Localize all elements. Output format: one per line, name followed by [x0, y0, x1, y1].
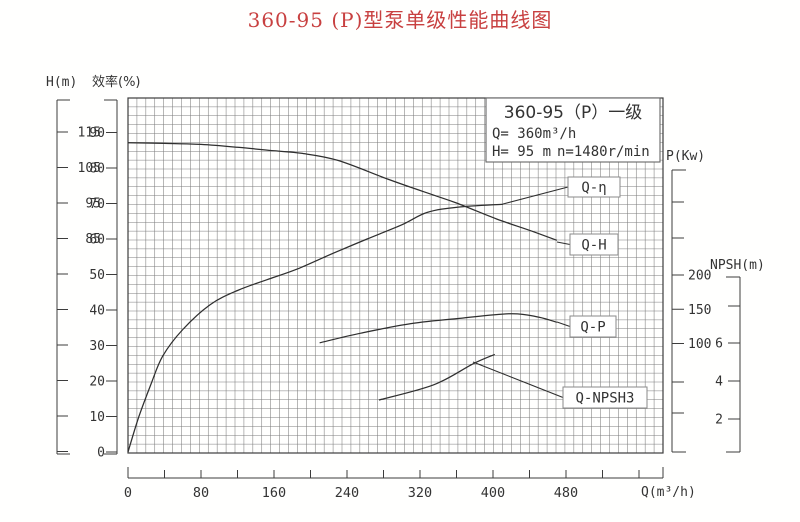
- leader-line: [502, 186, 569, 205]
- curve-label-q-: Q-η: [502, 176, 621, 205]
- label-box: [567, 176, 621, 198]
- p-tick-label: 100: [688, 337, 711, 352]
- curve-label-q-h: Q-H: [556, 233, 619, 256]
- legend-head: H= 95 m: [492, 144, 551, 160]
- x-tick-label: 240: [335, 485, 359, 501]
- p-axis-title: P(Kw): [666, 149, 705, 164]
- curve-label-q-npsh3: Q-NPSH3: [472, 361, 648, 409]
- eta-tick-label: 20: [89, 375, 105, 390]
- chart-title: 360-95 (P)型泵单级性能曲线图: [247, 8, 553, 32]
- label-text: Q-H: [581, 238, 606, 254]
- curve-q-h: [127, 142, 558, 241]
- eta-tick-label: 50: [89, 268, 105, 283]
- eta-axis-ruler: 90 80 70 60 50 40 30 20 10 0: [89, 99, 118, 461]
- leader-line: [556, 241, 571, 246]
- x-tick-label: 160: [262, 485, 286, 501]
- legend-speed: n=1480r/min: [557, 144, 650, 160]
- x-tick-label: 320: [408, 485, 432, 501]
- curve-q-: [127, 203, 504, 453]
- eta-tick-label: 10: [89, 410, 105, 425]
- eta-tick-label: 30: [89, 339, 105, 354]
- curve-q-p: [319, 313, 558, 344]
- h-tick-label: 105: [78, 161, 101, 176]
- p-tick-label: 200: [688, 269, 711, 284]
- npsh-tick-label: 4: [715, 375, 723, 390]
- h-tick-label: 115: [78, 126, 101, 141]
- legend-title: 360-95（P）一级: [504, 103, 642, 123]
- label-box: [569, 233, 619, 256]
- legend-box: 360-95（P）一级 Q= 360m³/h H= 95 m n=1480r/min: [485, 97, 661, 163]
- curve-label-q-p: Q-P: [556, 315, 617, 338]
- x-tick-label: 400: [481, 485, 505, 501]
- x-tick-label: 80: [193, 485, 209, 501]
- npsh-axis-title: NPSH(m): [710, 258, 765, 273]
- eta-tick-label: 80: [89, 162, 105, 177]
- label-box: [562, 386, 648, 409]
- eta-tick-label: 60: [89, 233, 105, 248]
- legend-flow: Q= 360m³/h: [492, 126, 576, 142]
- label-text: Q-NPSH3: [575, 391, 634, 407]
- h-tick-label: 85: [85, 232, 101, 247]
- eta-tick-label: 70: [89, 197, 105, 212]
- eta-tick-label: 40: [89, 304, 105, 319]
- p-tick-label: 150: [688, 303, 711, 318]
- h-tick-label: 95: [85, 197, 101, 212]
- x-axis-title: Q(m³/h): [641, 485, 696, 500]
- x-tick-label: 0: [124, 485, 132, 501]
- h-axis-ruler: 115 105 95 85: [56, 99, 101, 455]
- label-text: Q-η: [581, 180, 606, 196]
- h-axis-title: H(m): [46, 75, 77, 90]
- npsh-tick-label: 2: [715, 413, 723, 428]
- label-box: [569, 315, 617, 338]
- eta-tick-label: 0: [97, 446, 105, 461]
- label-text: Q-P: [580, 320, 605, 336]
- leader-line: [556, 321, 571, 328]
- leader-line: [472, 361, 564, 399]
- curve-q-npsh3: [378, 353, 496, 401]
- eta-tick-label: 90: [89, 126, 105, 141]
- x-tick-label: 480: [554, 485, 578, 501]
- npsh-axis-ruler: 6 4 2: [715, 276, 741, 453]
- plot-border: [127, 97, 664, 454]
- p-axis-ruler: 200 150 100: [671, 169, 711, 453]
- eta-axis-title: 效率(%): [92, 74, 141, 90]
- x-axis-ruler: 0 80 160 240 320 400 480: [124, 467, 664, 501]
- npsh-tick-label: 6: [715, 337, 723, 352]
